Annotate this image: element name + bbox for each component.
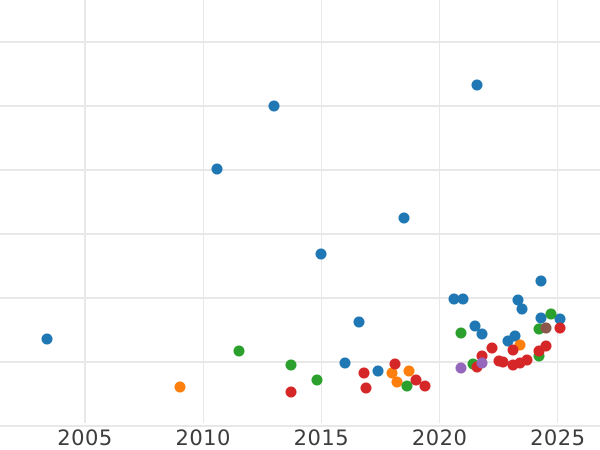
horizontal-gridline	[0, 297, 600, 299]
scatter-point-green	[455, 327, 467, 339]
horizontal-gridline	[0, 169, 600, 171]
scatter-point-blue	[516, 303, 528, 315]
scatter-point-blue	[512, 294, 524, 306]
scatter-point-red	[419, 380, 431, 392]
scatter-point-red	[360, 382, 372, 394]
vertical-gridline	[438, 0, 441, 423]
scatter-point-red	[533, 345, 545, 357]
scatter-point-green	[311, 374, 323, 386]
scatter-point-red	[476, 350, 488, 362]
scatter-point-red	[410, 374, 422, 386]
vertical-gridline	[84, 0, 86, 423]
x-tick-label: 2010	[175, 426, 231, 450]
scatter-point-purple	[476, 357, 488, 369]
scatter-point-red	[389, 358, 401, 370]
scatter-point-blue	[41, 333, 53, 345]
vertical-gridline	[202, 0, 204, 423]
scatter-point-orange	[514, 339, 526, 351]
scatter-point-blue	[457, 293, 469, 305]
scatter-point-red	[497, 356, 509, 368]
scatter-point-blue	[448, 293, 460, 305]
scatter-point-green	[233, 345, 245, 357]
scatter-point-blue	[469, 320, 481, 332]
scatter-point-green	[401, 380, 412, 392]
horizontal-gridline	[0, 233, 600, 235]
scatter-point-red	[486, 342, 498, 354]
scatter-point-blue	[315, 248, 327, 260]
scatter-point-blue	[372, 365, 384, 377]
scatter-point-green	[285, 359, 297, 371]
vertical-gridline	[320, 0, 323, 423]
scatter-point-blue	[398, 212, 410, 224]
scatter-point-blue	[554, 313, 566, 325]
vertical-gridline	[557, 0, 559, 423]
scatter-point-blue	[339, 357, 351, 369]
scatter-point-red	[540, 340, 552, 352]
scatter-point-blue	[268, 100, 280, 112]
scatter-point-red	[554, 322, 566, 334]
scatter-point-blue	[211, 163, 223, 175]
scatter-point-blue	[471, 79, 483, 91]
scatter-point-blue	[509, 330, 521, 342]
scatter-point-orange	[391, 376, 403, 388]
scatter-point-orange	[174, 381, 186, 393]
x-tick-label: 2020	[411, 426, 468, 450]
x-tick-label: 2025	[530, 426, 586, 450]
scatter-point-blue	[353, 316, 365, 328]
scatter-point-brown	[540, 322, 552, 334]
horizontal-gridline	[0, 105, 600, 107]
horizontal-gridline	[0, 425, 600, 427]
scatter-point-red	[521, 354, 533, 366]
scatter-point-green	[545, 308, 557, 320]
scatter-point-blue	[535, 275, 547, 287]
scatter-point-orange	[403, 365, 415, 377]
horizontal-gridline	[0, 361, 600, 363]
scatter-point-red	[507, 344, 519, 356]
horizontal-gridline	[0, 41, 600, 43]
scatter-point-red	[358, 367, 370, 379]
scatter-point-red	[285, 386, 297, 398]
x-tick-label: 2015	[293, 426, 350, 450]
scatter-point-blue	[535, 312, 547, 324]
scatter-point-blue	[502, 335, 514, 347]
scatter-point-red	[514, 357, 526, 369]
scatter-point-red	[507, 359, 519, 371]
scatter-point-orange	[386, 367, 398, 379]
scatter-point-blue	[476, 328, 488, 340]
x-tick-label: 2005	[57, 426, 113, 450]
scatter-point-green	[533, 323, 545, 335]
scatter-point-purple	[455, 362, 467, 374]
